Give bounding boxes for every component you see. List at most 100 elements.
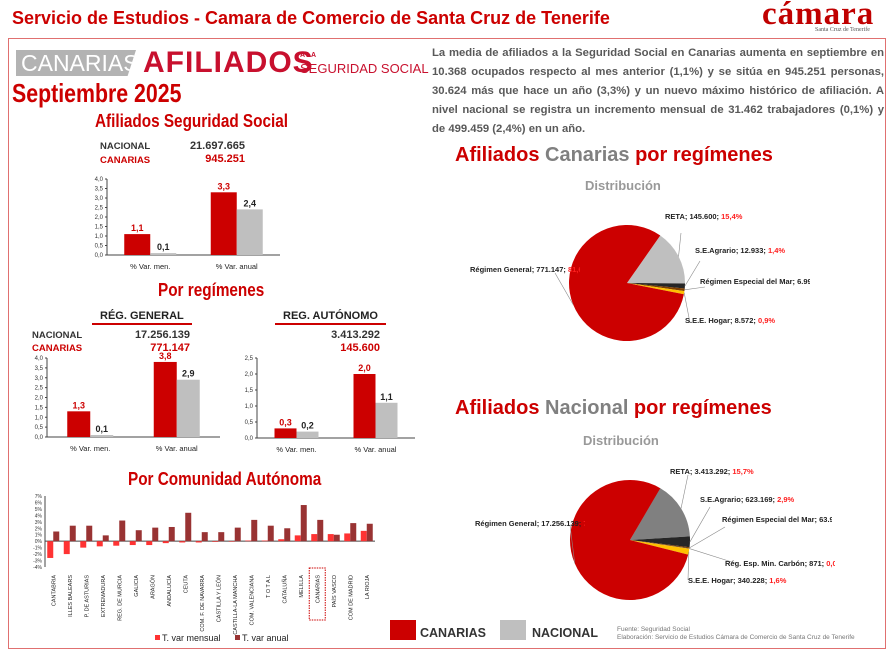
- bar-anual: [119, 520, 126, 542]
- leader-line: [680, 474, 689, 509]
- data-label: 3,3: [217, 181, 230, 191]
- x-tick-label: REG. DE MURCIA: [117, 575, 123, 621]
- nacional-value: 21.697.665: [189, 140, 245, 152]
- y-tick-label: 1,0: [245, 404, 254, 410]
- bar-nacional: [150, 253, 177, 255]
- banner-afiliados: AFILIADOS: [143, 46, 314, 79]
- y-tick-label: 3,5: [35, 366, 44, 372]
- x-tick-label: % Var. anual: [216, 262, 258, 271]
- bar-anual: [53, 531, 60, 542]
- highlight-box: [308, 567, 326, 621]
- x-tick-label: CASTILLA Y LEÓN: [215, 575, 222, 622]
- y-tick-label: -3%: [33, 559, 42, 565]
- source-line: Elaboración: Servicio de Estudios Cámara…: [617, 634, 855, 641]
- bar-mensual: [344, 533, 351, 542]
- bar-canarias: [153, 361, 177, 437]
- x-tick-label: MELILLA: [299, 575, 305, 598]
- x-tick-label: CANTABRIA: [51, 575, 57, 606]
- bar-nacional: [176, 379, 200, 437]
- bar-mensual: [96, 541, 103, 547]
- pie-label-text: Régimen Especial del Mar; 63.966; 0,3%: [722, 515, 832, 524]
- pie-canarias-subtitle: Distribución: [585, 178, 661, 193]
- y-tick-label: 1,5: [245, 388, 254, 394]
- pie-slice: [569, 225, 684, 341]
- legend-nacional: NACIONAL: [532, 626, 598, 640]
- legend-anual: T. var anual: [242, 633, 289, 643]
- banner-seguridad-social: SEGURIDAD SOCIAL: [300, 61, 429, 76]
- legend-canarias: CANARIAS: [420, 626, 486, 640]
- y-tick-label: 1%: [35, 533, 43, 539]
- bar-mensual: [129, 541, 136, 546]
- bar-anual: [300, 505, 307, 542]
- canarias-label: CANARIAS: [100, 155, 151, 166]
- x-tick-label: PAÍS VASCO: [331, 574, 338, 607]
- data-label: 1,1: [380, 392, 393, 402]
- summary-title: Afiliados Seguridad Social: [95, 111, 289, 131]
- x-tick-label: CATALUÑA: [281, 575, 288, 604]
- pie-label: RETA; 145.600; 15,4%: [665, 212, 743, 221]
- pie-slice: [630, 488, 690, 540]
- source-line: Fuente: Seguridad Social: [617, 626, 690, 633]
- general-canarias-label: CANARIAS: [32, 343, 83, 354]
- bar-mensual: [261, 540, 268, 542]
- y-tick-label: 0,5: [35, 425, 44, 431]
- x-tick-label: % Var. men.: [276, 445, 316, 454]
- x-tick-label: LA RIOJA: [365, 575, 371, 599]
- legend-mensual: T. var mensual: [162, 633, 221, 643]
- pie-slice: [627, 283, 685, 289]
- report-month: Septiembre 2025: [12, 78, 182, 108]
- bar-mensual: [113, 541, 120, 546]
- y-tick-label: 3%: [35, 520, 43, 526]
- pie-label-text: RETA; 3.413.292; 15,7%: [670, 467, 754, 476]
- general-canarias-value: 771.147: [150, 342, 190, 354]
- leader-line: [684, 260, 701, 287]
- bar-anual: [86, 525, 93, 542]
- bar-mensual: [212, 541, 219, 542]
- pie-label-text: S.E.E. Hogar; 340.228; 1,6%: [688, 576, 787, 585]
- pie-label-text: Rég. Esp. Min. Carbón; 871; 0,0%: [725, 559, 835, 568]
- title-part: Afiliados: [455, 397, 546, 419]
- canarias-value: 945.251: [205, 153, 245, 165]
- leader-line: [569, 524, 575, 564]
- bar-anual: [333, 534, 340, 542]
- x-tick-label: COM. VALENCIANA: [249, 575, 255, 626]
- x-tick-label: % Var. men.: [130, 262, 170, 271]
- x-tick-label: % Var. anual: [156, 444, 198, 453]
- bar-canarias: [210, 192, 237, 255]
- bar-canarias: [353, 374, 376, 438]
- camara-logo: cámara Santa Cruz de Tenerife: [762, 0, 875, 33]
- x-tick-label: GALICIA: [134, 575, 140, 597]
- pie-label-text: RETA; 145.600; 15,4%: [665, 212, 743, 221]
- y-tick-label: 4%: [35, 513, 43, 519]
- legend-swatch-mensual: [155, 635, 160, 640]
- y-tick-label: 4,0: [35, 356, 44, 362]
- pie-label: S.E.Agrario; 12.933; 1,4%: [695, 246, 786, 255]
- title-part: Afiliados: [455, 144, 546, 166]
- pie-canarias-title: Afiliados Canarias por regímenes: [455, 144, 773, 167]
- bar-nacional: [375, 402, 398, 438]
- banner-a-la: A LA: [300, 52, 317, 59]
- bar-mensual: [179, 541, 186, 543]
- bar-anual: [317, 519, 324, 542]
- pie-label-text: Régimen General; 17.256.139; 79,5%: [475, 519, 585, 528]
- leader-line: [683, 292, 691, 324]
- pie-label: RETA; 3.413.292; 15,7%: [670, 467, 754, 476]
- bar-canarias: [67, 411, 91, 437]
- data-label: 1,3: [72, 400, 85, 410]
- y-tick-label: 2,5: [95, 206, 104, 212]
- bar-nacional: [296, 431, 319, 438]
- y-tick-label: 3,0: [35, 376, 44, 382]
- autonomo-nacional-value: 3.413.292: [331, 329, 380, 341]
- y-tick-label: 1,5: [95, 225, 104, 231]
- pie-slice: [627, 235, 685, 284]
- y-tick-label: 6%: [35, 500, 43, 506]
- data-label: 2,9: [182, 369, 195, 379]
- y-tick-label: 7%: [35, 494, 43, 500]
- bar-anual: [168, 526, 175, 542]
- general-regime-chart: 0,0 0,5 1,0 1,5 2,0 2,5 3,0 3,5 4,0 % Var. men. 1,…: [35, 352, 220, 453]
- bar-mensual: [278, 539, 285, 542]
- pie-label-text: S.E.Agrario; 12.933; 1,4%: [695, 246, 786, 255]
- data-label: 0,3: [279, 417, 292, 427]
- pie-label-text: S.E.Agrario; 623.169; 2,9%: [700, 495, 795, 504]
- pie-nacional: RETA; 3.413.292; 15,7% S.E.Agrario; 623.1…: [475, 467, 835, 600]
